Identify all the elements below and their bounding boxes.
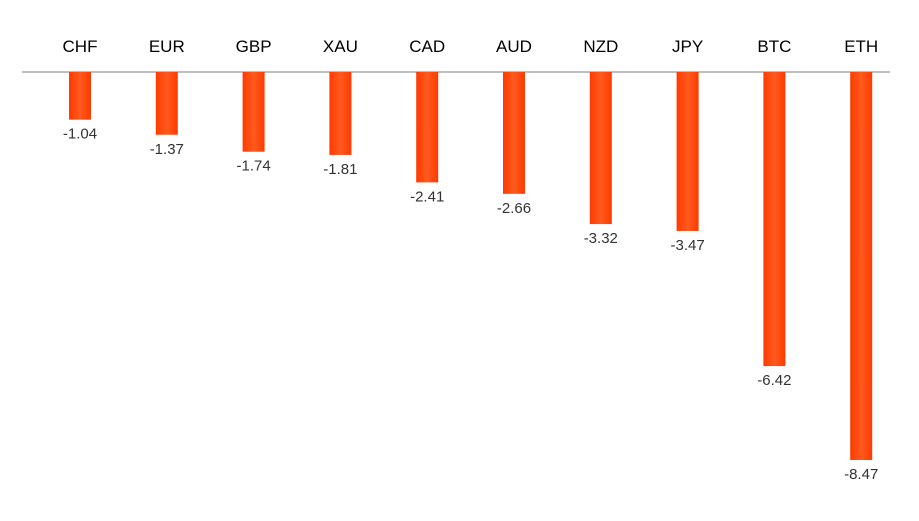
category-label-eur: EUR <box>149 37 185 56</box>
bar-btc <box>763 72 786 367</box>
category-label-aud: AUD <box>496 37 532 56</box>
category-label-gbp: GBP <box>236 37 272 56</box>
category-label-xau: XAU <box>323 37 358 56</box>
data-label-xau: -1.81 <box>323 161 357 178</box>
bar-aud <box>503 72 525 194</box>
bar-chf <box>69 72 91 120</box>
bar-gbp <box>242 72 265 152</box>
bar-eth <box>850 72 873 460</box>
data-label-jpy: -3.47 <box>670 237 704 254</box>
bar-eur <box>155 72 178 135</box>
data-label-btc: -6.42 <box>757 372 791 389</box>
data-label-gbp: -1.74 <box>236 158 270 175</box>
data-label-eur: -1.37 <box>150 141 184 158</box>
category-label-jpy: JPY <box>672 37 703 56</box>
data-label-chf: -1.04 <box>63 126 97 143</box>
bars <box>69 72 873 460</box>
category-label-eth: ETH <box>844 37 878 56</box>
bar-cad <box>416 72 439 183</box>
data-label-eth: -8.47 <box>844 466 878 483</box>
category-label-cad: CAD <box>409 37 445 56</box>
data-label-nzd: -3.32 <box>584 230 618 247</box>
data-labels: -1.04 -1.37 -1.74 -1.81 -2.41 -2.66 -3.32 -3.47… <box>63 126 878 483</box>
category-labels: CHF EUR GBP XAU CAD AUD NZD JPY BTC ETH <box>63 37 879 56</box>
category-label-chf: CHF <box>63 37 98 56</box>
bar-nzd <box>589 72 612 225</box>
data-label-aud: -2.66 <box>497 200 531 217</box>
category-label-nzd: NZD <box>583 37 618 56</box>
bar-jpy <box>676 72 699 231</box>
bar-xau <box>329 72 352 155</box>
data-label-cad: -2.41 <box>410 188 444 205</box>
category-label-btc: BTC <box>757 37 791 56</box>
